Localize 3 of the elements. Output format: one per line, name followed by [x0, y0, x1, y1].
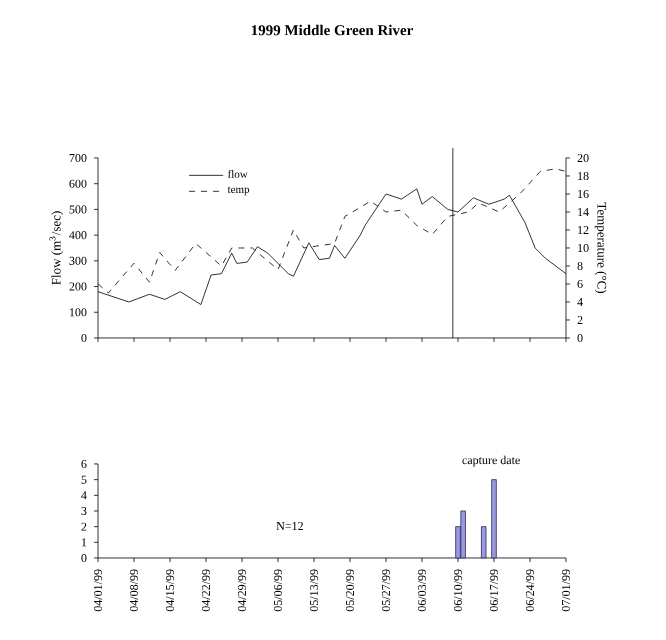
bar	[460, 510, 466, 559]
bar	[481, 526, 487, 559]
bar	[491, 479, 497, 559]
